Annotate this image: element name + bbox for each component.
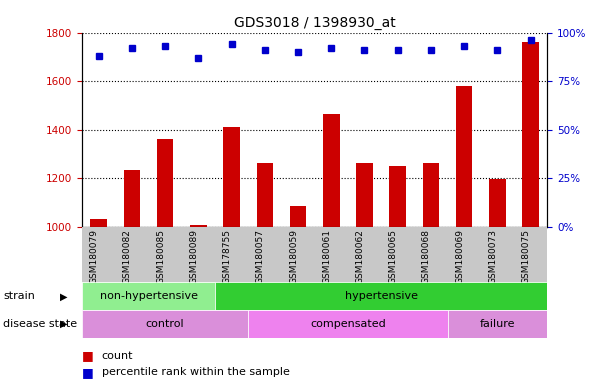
Text: GSM180061: GSM180061 <box>322 229 331 284</box>
Bar <box>456 86 472 227</box>
Text: non-hypertensive: non-hypertensive <box>100 291 198 301</box>
Bar <box>389 166 406 227</box>
Text: ▶: ▶ <box>60 291 67 301</box>
Bar <box>157 139 173 227</box>
Text: GSM180089: GSM180089 <box>189 229 198 284</box>
Text: GSM180057: GSM180057 <box>256 229 265 284</box>
Text: ■: ■ <box>82 349 94 362</box>
Bar <box>423 163 439 227</box>
Bar <box>215 282 547 310</box>
Text: GSM178755: GSM178755 <box>223 229 232 284</box>
Bar <box>290 206 306 227</box>
Text: compensated: compensated <box>310 319 385 329</box>
Title: GDS3018 / 1398930_at: GDS3018 / 1398930_at <box>233 16 396 30</box>
Bar <box>489 179 506 227</box>
Bar <box>82 310 248 338</box>
Text: disease state: disease state <box>3 319 77 329</box>
Text: GSM180082: GSM180082 <box>123 229 132 284</box>
Text: GSM180079: GSM180079 <box>90 229 98 284</box>
Bar <box>190 225 207 227</box>
Bar <box>447 310 547 338</box>
Text: GSM180075: GSM180075 <box>522 229 531 284</box>
Text: GSM180073: GSM180073 <box>488 229 497 284</box>
Bar <box>223 127 240 227</box>
Text: control: control <box>146 319 184 329</box>
Bar <box>248 310 447 338</box>
Bar <box>123 170 140 227</box>
Text: GSM180062: GSM180062 <box>356 229 364 284</box>
Text: GSM180068: GSM180068 <box>422 229 431 284</box>
Bar <box>257 163 273 227</box>
Text: GSM180065: GSM180065 <box>389 229 398 284</box>
Text: GSM180069: GSM180069 <box>455 229 464 284</box>
Text: ▶: ▶ <box>60 319 67 329</box>
Bar <box>82 282 215 310</box>
Bar <box>91 219 107 227</box>
Bar <box>522 42 539 227</box>
Text: count: count <box>102 351 133 361</box>
Text: strain: strain <box>3 291 35 301</box>
Text: failure: failure <box>480 319 515 329</box>
Text: percentile rank within the sample: percentile rank within the sample <box>102 367 289 377</box>
Text: hypertensive: hypertensive <box>345 291 418 301</box>
Text: GSM180059: GSM180059 <box>289 229 298 284</box>
Bar <box>323 114 339 227</box>
Text: GSM180085: GSM180085 <box>156 229 165 284</box>
Text: ■: ■ <box>82 366 94 379</box>
Bar <box>356 163 373 227</box>
